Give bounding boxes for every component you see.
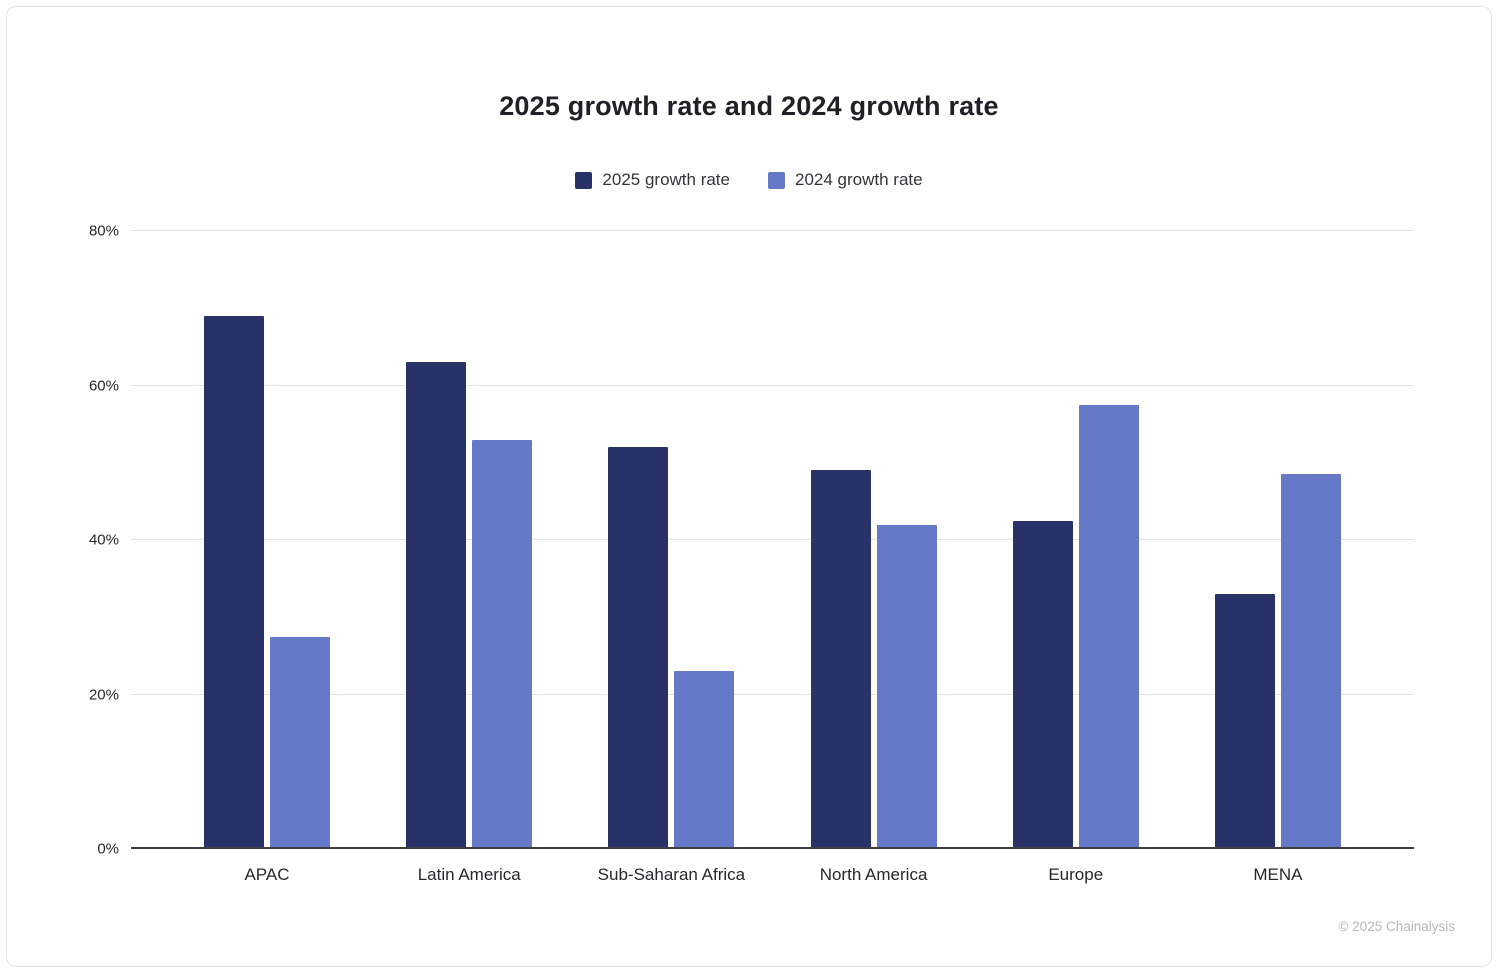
x-label-slot-north-america: North America [811,865,937,885]
x-tick-label-north-america: North America [819,865,928,884]
gridline-40 [131,539,1414,540]
x-label-slot-mena: MENA [1215,865,1341,885]
y-tick-label-60: 60% [88,377,119,394]
x-tick-label-mena: MENA [1253,865,1303,884]
bar-group-europe [1012,231,1139,849]
bar-2025-growth-rate-north-america [810,470,871,849]
y-tick-label-20: 20% [88,686,119,703]
gridline-80 [131,230,1414,231]
bar-2024-growth-rate-apac [270,636,330,849]
y-tick-label-40: 40% [88,531,119,549]
legend-item-2025-growth-rate: 2025 growth rate [575,170,730,190]
bar-groups [131,231,1414,849]
x-label-slot-latin-america: Latin America [406,865,532,885]
bar-2024-growth-rate-sub-saharan-africa [674,671,735,849]
x-tick-label-apac: APAC [244,865,290,884]
legend-swatch-2024-icon [768,171,785,189]
x-label-slot-apac: APAC [204,865,330,885]
legend-swatch-2025-icon [575,171,593,189]
bar-group-apac [204,231,330,849]
x-axis: APAC Latin America Sub-Saharan Africa North… [131,865,1414,885]
bar-2025-growth-rate-europe [1012,520,1073,849]
y-tick-label-80: 80% [88,222,119,240]
legend-label-2024: 2024 growth rate [795,170,923,189]
plot-area [131,230,1414,849]
x-tick-label-latin-america: Latin America [417,865,521,884]
chart-card: 2025 growth rate and 2024 growth rate 20… [6,6,1492,967]
bar-2024-growth-rate-north-america [876,524,937,849]
grid-layer [131,230,1414,849]
x-tick-label-sub-saharan-africa: Sub-Saharan Africa [597,865,746,884]
x-axis-baseline [131,847,1414,849]
legend-item-2024-growth-rate: 2024 growth rate [768,170,923,190]
legend: 2025 growth rate 2024 growth rate [7,170,1491,190]
bar-2025-growth-rate-sub-saharan-africa [608,447,669,849]
y-tick-label-0: 0% [97,840,119,858]
chart-title: 2025 growth rate and 2024 growth rate [499,91,999,121]
legend-label-2025: 2025 growth rate [602,170,730,189]
x-label-slot-europe: Europe [1013,865,1139,885]
gridline-60 [131,384,1414,386]
bar-2025-growth-rate-latin-america [406,362,467,849]
x-tick-label-europe: Europe [1048,865,1104,884]
bar-2024-growth-rate-mena [1280,474,1341,849]
bar-group-north-america [810,231,937,849]
bar-group-latin-america [406,231,533,849]
bar-2025-growth-rate-mena [1214,594,1275,849]
x-label-slot-sub-saharan-africa: Sub-Saharan Africa [598,865,745,885]
copyright-text: © 2025 Chainalysis [1338,919,1455,934]
gridline-20 [131,693,1414,695]
bar-2024-growth-rate-europe [1078,404,1139,849]
bar-group-sub-saharan-africa [608,231,735,849]
bar-2025-growth-rate-apac [204,315,264,849]
bar-2024-growth-rate-latin-america [472,439,533,849]
bar-group-mena [1214,231,1341,849]
y-axis: 0% 20% 40% 60% 80% [7,223,119,858]
